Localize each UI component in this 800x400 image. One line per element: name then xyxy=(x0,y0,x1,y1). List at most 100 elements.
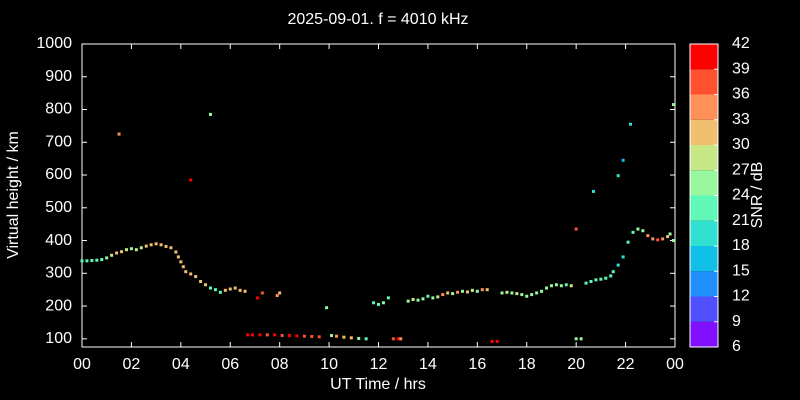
y-tick-label: 600 xyxy=(45,166,72,183)
colorbar-tick-label: 24 xyxy=(732,187,750,204)
data-point xyxy=(117,132,121,136)
data-point xyxy=(169,246,173,250)
data-point xyxy=(621,158,625,162)
data-point xyxy=(233,286,237,290)
data-point xyxy=(656,238,660,242)
colorbar-segment xyxy=(690,69,718,95)
data-point xyxy=(641,229,645,233)
x-tick-label: 08 xyxy=(271,356,289,373)
colorbar-segment xyxy=(690,119,718,145)
data-point xyxy=(223,288,227,292)
data-point xyxy=(396,337,400,341)
data-point xyxy=(317,335,321,339)
data-point xyxy=(95,258,99,262)
data-point xyxy=(258,333,262,337)
x-tick-label: 20 xyxy=(567,356,585,373)
data-point xyxy=(100,258,104,262)
x-tick-label: 04 xyxy=(172,356,190,373)
data-point xyxy=(228,287,232,291)
data-point xyxy=(485,288,489,292)
colorbar-segment xyxy=(690,44,718,70)
data-point xyxy=(661,237,665,241)
data-point xyxy=(349,336,353,340)
colorbar-segment xyxy=(690,246,718,272)
data-point xyxy=(80,259,84,263)
data-point xyxy=(465,290,469,294)
data-point xyxy=(381,301,385,305)
data-point xyxy=(184,270,188,274)
x-tick-label: 00 xyxy=(666,356,684,373)
data-point xyxy=(500,291,504,295)
data-point xyxy=(213,288,217,292)
data-point xyxy=(672,103,675,107)
data-point xyxy=(616,174,620,178)
data-point xyxy=(446,291,450,295)
data-point xyxy=(416,298,420,302)
data-point xyxy=(626,240,630,244)
data-point xyxy=(260,291,264,295)
data-point xyxy=(651,237,655,241)
data-point xyxy=(545,286,549,290)
data-point xyxy=(636,227,640,231)
data-point xyxy=(441,293,445,297)
data-point xyxy=(399,337,403,341)
x-axis-label: UT Time / hrs xyxy=(330,376,426,393)
data-point xyxy=(621,255,625,259)
data-point xyxy=(510,291,514,295)
data-point xyxy=(594,278,598,282)
data-point xyxy=(431,296,435,300)
colorbar-tick-label: 36 xyxy=(732,86,750,103)
y-tick-label: 500 xyxy=(45,199,72,216)
data-point xyxy=(194,275,198,279)
colorbar-tick-label: 30 xyxy=(732,136,750,153)
data-point xyxy=(574,227,578,231)
data-point xyxy=(154,242,158,246)
x-tick-label: 02 xyxy=(123,356,141,373)
data-point xyxy=(599,277,603,281)
data-point xyxy=(569,284,573,288)
data-point xyxy=(411,298,415,302)
data-point xyxy=(218,290,222,294)
data-point xyxy=(535,291,539,295)
data-point xyxy=(90,259,94,263)
data-point xyxy=(406,299,410,303)
y-tick-label: 200 xyxy=(45,297,72,314)
data-point xyxy=(426,294,430,298)
data-point xyxy=(120,250,124,254)
data-point xyxy=(475,289,479,293)
colorbar-segment xyxy=(690,220,718,246)
data-point xyxy=(589,279,593,283)
colorbar-segment xyxy=(690,170,718,196)
data-point xyxy=(646,234,650,238)
data-point xyxy=(189,272,193,276)
data-point xyxy=(554,283,558,287)
data-point xyxy=(584,281,588,285)
x-tick-label: 06 xyxy=(221,356,239,373)
plot-frame xyxy=(81,43,676,348)
data-point xyxy=(275,294,279,298)
data-point xyxy=(451,292,455,296)
data-point xyxy=(666,235,670,239)
y-tick-label: 100 xyxy=(45,330,72,347)
data-point xyxy=(579,337,583,341)
y-tick-label: 1000 xyxy=(36,35,72,52)
data-point xyxy=(480,288,484,292)
colorbar-tick-label: 21 xyxy=(732,212,750,229)
data-point xyxy=(199,279,203,283)
colorbar-tick-label: 9 xyxy=(732,313,741,330)
colorbar-segment xyxy=(690,296,718,322)
data-point xyxy=(530,293,534,297)
data-point xyxy=(288,334,292,338)
data-point xyxy=(495,339,499,343)
data-point xyxy=(386,296,390,300)
data-point xyxy=(310,335,314,339)
data-point xyxy=(631,230,635,234)
data-point xyxy=(302,334,306,338)
data-point xyxy=(134,248,138,252)
data-point xyxy=(246,333,250,337)
x-tick-label: 14 xyxy=(419,356,437,373)
colorbar-tick-label: 33 xyxy=(732,111,750,128)
colorbar-segment xyxy=(690,271,718,297)
